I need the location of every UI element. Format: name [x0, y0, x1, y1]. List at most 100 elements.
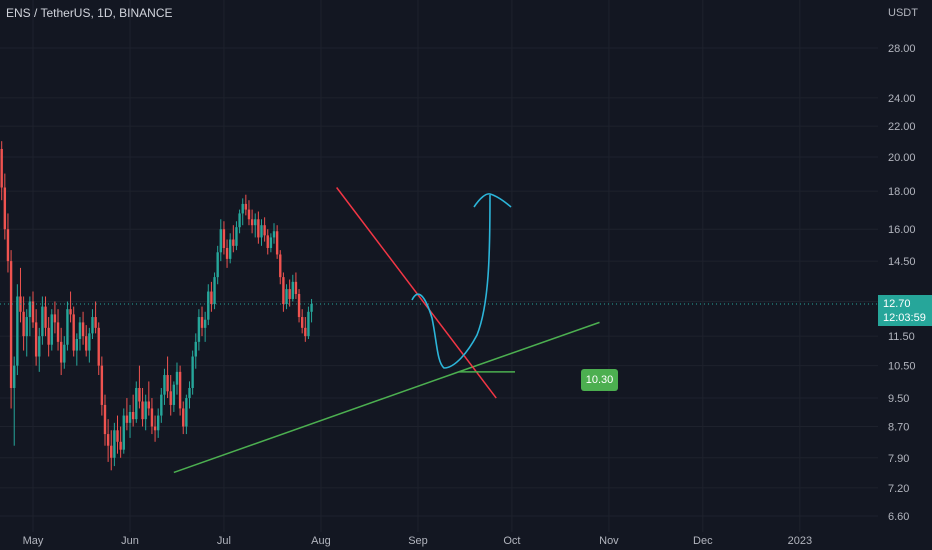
last-price-badge: 12.70 12:03:59	[878, 295, 932, 326]
candle-body	[279, 254, 282, 278]
y-tick-label: 20.00	[888, 152, 916, 164]
candle-body	[216, 252, 219, 278]
candle-body	[138, 387, 141, 402]
x-tick-label: Sep	[408, 535, 428, 547]
candle-body	[16, 296, 19, 366]
candle-body	[69, 309, 72, 315]
candle-body	[103, 404, 107, 435]
y-tick-label: 24.00	[888, 93, 916, 105]
candle-body	[300, 317, 304, 328]
candle-body	[131, 411, 135, 420]
candle-body	[200, 317, 204, 328]
target-price-label[interactable]: 10.30	[581, 369, 618, 391]
candle-body	[238, 213, 241, 228]
candle-body	[266, 235, 269, 248]
candle-body	[144, 401, 147, 420]
candle-body	[203, 319, 207, 328]
candle-body	[285, 289, 288, 305]
candlestick-series	[0, 141, 313, 471]
candle-body	[254, 219, 257, 226]
candle-body	[244, 203, 248, 210]
candle-body	[182, 408, 185, 427]
trend-drawings	[173, 187, 600, 474]
candle-body	[304, 327, 307, 337]
candle-body	[125, 415, 129, 423]
candle-body	[269, 237, 273, 248]
candle-body	[210, 291, 213, 305]
candle-body	[6, 229, 10, 262]
candle-body	[147, 401, 151, 409]
chart-grid	[0, 0, 878, 532]
candle-body	[188, 387, 191, 399]
y-tick-label: 10.50	[888, 361, 916, 373]
candle-body	[0, 148, 3, 188]
candle-body	[9, 261, 13, 388]
x-tick-label: Jul	[217, 535, 231, 547]
candle-body	[38, 336, 41, 357]
candle-body	[225, 247, 229, 259]
y-tick-label: 8.70	[888, 422, 909, 434]
y-tick-label: 7.20	[888, 483, 909, 495]
candle-body	[75, 339, 79, 351]
candle-body	[78, 322, 82, 340]
candle-body	[47, 327, 50, 345]
candle-body	[310, 304, 313, 312]
candle-body	[141, 401, 144, 420]
candle-body	[113, 430, 116, 458]
candle-body	[219, 229, 222, 253]
candle-body	[122, 415, 125, 450]
candle-body	[31, 301, 35, 323]
candle-body	[191, 356, 194, 388]
candle-body	[250, 219, 254, 226]
candle-body	[282, 277, 285, 305]
candle-body	[72, 314, 75, 351]
candle-body	[128, 411, 132, 423]
x-tick-label: Oct	[503, 535, 520, 547]
last-price-value: 12.70	[883, 298, 911, 310]
x-tick-label: Dec	[693, 535, 713, 547]
y-tick-label: 28.00	[888, 43, 916, 55]
candle-body	[263, 225, 266, 236]
support-trendline	[173, 321, 600, 474]
candle-body	[94, 317, 97, 328]
candle-body	[13, 365, 16, 388]
candle-body	[260, 225, 263, 238]
candle-body	[194, 341, 197, 357]
candle-body	[185, 398, 188, 427]
candle-body	[56, 322, 60, 342]
y-tick-label: 7.90	[888, 453, 909, 465]
candle-body	[297, 293, 301, 318]
x-tick-label: 2023	[788, 535, 812, 547]
y-tick-label: 14.50	[888, 256, 916, 268]
x-tick-label: Jun	[121, 535, 139, 547]
y-tick-label: 18.00	[888, 186, 916, 198]
candle-body	[172, 384, 176, 405]
candle-body	[275, 231, 279, 255]
candle-body	[307, 311, 310, 337]
symbol-title: ENS / TetherUS, 1D, BINANCE	[6, 6, 173, 20]
candle-body	[150, 408, 154, 427]
candle-body	[91, 317, 94, 334]
candle-body	[50, 314, 53, 345]
candle-body	[3, 187, 7, 230]
candle-body	[169, 391, 172, 405]
candle-body	[66, 309, 69, 345]
candle-body	[25, 317, 28, 337]
candle-body	[41, 306, 44, 337]
candle-body	[153, 426, 157, 431]
candle-body	[53, 314, 57, 323]
candle-body	[197, 317, 201, 342]
candle-body	[232, 239, 235, 246]
price-axis[interactable]: 28.0024.0022.0020.0018.0016.0014.5012.80…	[888, 43, 916, 523]
candle-body	[291, 281, 294, 299]
candle-body	[272, 231, 276, 238]
candle-body	[63, 344, 66, 363]
time-axis[interactable]: May Jun Jul Aug Sep Oct Nov Dec 2023	[23, 535, 812, 547]
candle-body	[157, 415, 160, 431]
candle-body	[59, 341, 63, 363]
candle-body	[178, 371, 182, 409]
candle-body	[119, 441, 122, 450]
x-tick-label: May	[23, 535, 44, 547]
candle-body	[110, 445, 113, 458]
